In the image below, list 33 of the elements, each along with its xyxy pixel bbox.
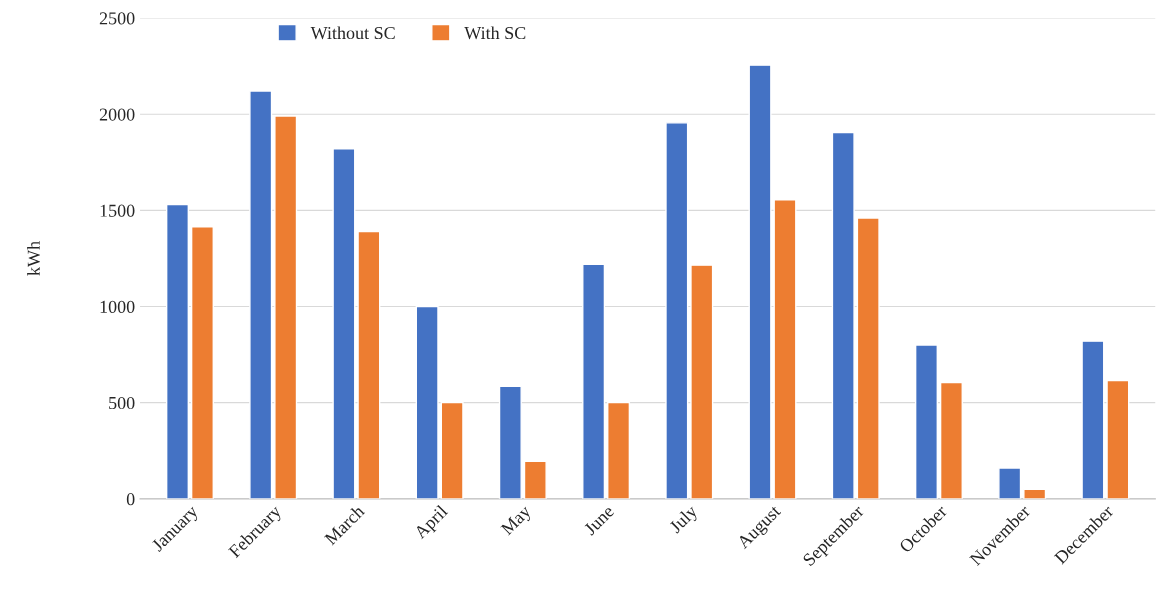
bar	[582, 263, 606, 499]
bar	[357, 230, 381, 499]
y-axis-title: kWh	[27, 241, 40, 276]
bar	[856, 217, 880, 499]
bar	[690, 264, 714, 499]
x-tick-label: July	[668, 503, 701, 537]
bar	[498, 385, 522, 499]
bar	[165, 203, 190, 499]
legend-label: Without SC	[310, 26, 395, 40]
bar	[274, 115, 298, 499]
x-tick-label: June	[583, 504, 615, 536]
y-tick-label: 0	[126, 493, 135, 506]
bar	[523, 460, 547, 499]
y-tick-label: 1500	[100, 204, 135, 217]
bar	[1081, 340, 1105, 499]
y-tick-label: 2000	[99, 108, 135, 121]
bar	[1106, 379, 1130, 499]
bar	[190, 226, 214, 499]
y-tick-label: 1000	[100, 300, 135, 313]
bar	[332, 148, 356, 499]
y-tick-label: 500	[109, 396, 135, 410]
bar	[440, 401, 464, 499]
legend-label: With SC	[464, 26, 526, 40]
bar	[998, 467, 1022, 499]
bar	[831, 131, 855, 499]
bar	[939, 381, 963, 499]
y-tick-label: 2500	[99, 12, 135, 25]
x-tick-label: May	[500, 504, 535, 539]
bar	[249, 90, 273, 499]
bar	[415, 305, 439, 499]
bar	[665, 122, 689, 499]
bar	[914, 344, 938, 499]
bar	[607, 401, 631, 499]
